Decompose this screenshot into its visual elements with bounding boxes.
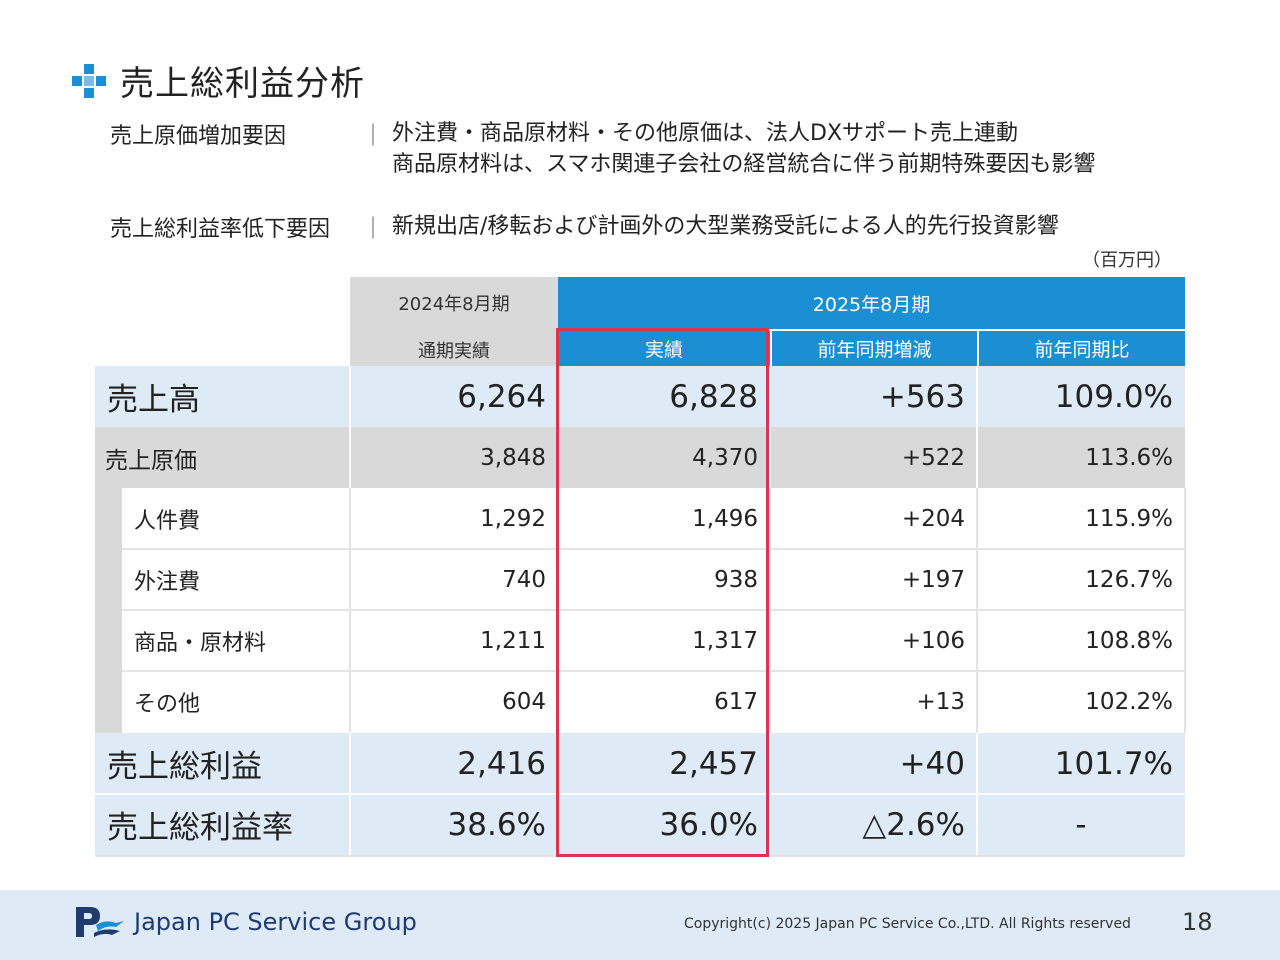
cell-actual: 6,828 — [558, 366, 770, 427]
grid-vline — [1184, 488, 1186, 733]
row-label-gross-profit: 売上総利益 — [95, 733, 350, 794]
indent-bar — [95, 488, 122, 733]
cell-prev: 2,416 — [350, 733, 558, 794]
header-divider — [558, 329, 1185, 331]
factor-label-cost-increase: 売上原価増加要因 — [110, 124, 287, 149]
grid-hline — [95, 793, 1185, 795]
cell-actual: 938 — [558, 549, 770, 610]
cell-prev: 604 — [350, 671, 558, 733]
row-label-outsourcing: 外注費 — [122, 549, 350, 610]
cell-ratio: 101.7% — [977, 733, 1185, 794]
cell-change: +106 — [770, 610, 977, 671]
cell-change: +40 — [770, 733, 977, 794]
unit-label: （百万円） — [1082, 250, 1172, 271]
page-number: 18 — [1182, 908, 1213, 936]
header-yoy-ratio: 前年同期比 — [977, 331, 1185, 366]
header-prev-period: 2024年8月期 — [350, 277, 558, 329]
factor-text-cost-increase: 外注費・商品原材料・その他原価は、法人DXサポート売上連動 商品原材料は、スマホ… — [392, 118, 1095, 180]
factor-line: 外注費・商品原材料・その他原価は、法人DXサポート売上連動 — [392, 121, 1019, 146]
page-title: 売上総利益分析 — [120, 64, 365, 104]
cell-prev: 6,264 — [350, 366, 558, 427]
factor-separator: ｜ — [362, 124, 385, 149]
company-name: Japan PC Service Group — [134, 908, 417, 936]
cell-actual: 1,317 — [558, 610, 770, 671]
header-yoy-change: 前年同期増減 — [770, 331, 977, 366]
cell-ratio: - — [977, 794, 1185, 855]
cell-change: +563 — [770, 366, 977, 427]
cell-ratio: 115.9% — [977, 488, 1185, 549]
factor-line: 新規出店/移転および計画外の大型業務受託による人的先行投資影響 — [392, 214, 1059, 239]
row-label-sales: 売上高 — [95, 366, 350, 427]
row-label-cost-of-sales: 売上原価 — [95, 427, 350, 488]
cell-change: +13 — [770, 671, 977, 733]
cell-ratio: 113.6% — [977, 427, 1185, 488]
cell-ratio: 108.8% — [977, 610, 1185, 671]
cell-actual: 4,370 — [558, 427, 770, 488]
cell-change: +197 — [770, 549, 977, 610]
cell-ratio: 109.0% — [977, 366, 1185, 427]
row-label-gross-margin: 売上総利益率 — [95, 794, 350, 855]
cell-change: △2.6% — [770, 794, 977, 855]
cell-actual: 1,496 — [558, 488, 770, 549]
cell-prev: 38.6% — [350, 794, 558, 855]
cell-actual: 2,457 — [558, 733, 770, 794]
grid-hline — [122, 548, 1185, 550]
row-label-materials: 商品・原材料 — [122, 610, 350, 671]
factor-text-margin-decline: 新規出店/移転および計画外の大型業務受託による人的先行投資影響 — [392, 211, 1059, 242]
cell-ratio: 126.7% — [977, 549, 1185, 610]
blue-cross-squares-icon — [72, 63, 106, 98]
footer-bar — [0, 890, 1280, 960]
grid-hline — [122, 670, 1185, 672]
cell-prev: 1,211 — [350, 610, 558, 671]
row-label-other: その他 — [122, 671, 350, 733]
company-logo: Japan PC Service Group — [72, 905, 417, 939]
cell-actual: 617 — [558, 671, 770, 733]
factor-label-margin-decline: 売上総利益率低下要因 — [110, 217, 331, 242]
factor-line: 商品原材料は、スマホ関連子会社の経営統合に伴う前期特殊要因も影響 — [392, 152, 1096, 177]
cell-ratio: 102.2% — [977, 671, 1185, 733]
cell-change: +522 — [770, 427, 977, 488]
cell-prev: 1,292 — [350, 488, 558, 549]
header-curr-period: 2025年8月期 — [558, 277, 1185, 329]
row-label-personnel: 人件費 — [122, 488, 350, 549]
header-actual: 実績 — [558, 331, 770, 366]
cell-prev: 3,848 — [350, 427, 558, 488]
actual-column-highlight — [556, 328, 769, 857]
copyright-text: Copyright(c) 2025 Japan PC Service Co.,L… — [684, 916, 1131, 932]
cell-prev: 740 — [350, 549, 558, 610]
cell-change: +204 — [770, 488, 977, 549]
factor-separator: ｜ — [362, 217, 385, 242]
header-prev-sub: 通期実績 — [350, 329, 558, 366]
cell-actual: 36.0% — [558, 794, 770, 855]
jpcs-logo-icon — [76, 907, 124, 937]
slide-title-group: 売上総利益分析 — [72, 56, 365, 105]
grid-hline — [122, 609, 1185, 611]
